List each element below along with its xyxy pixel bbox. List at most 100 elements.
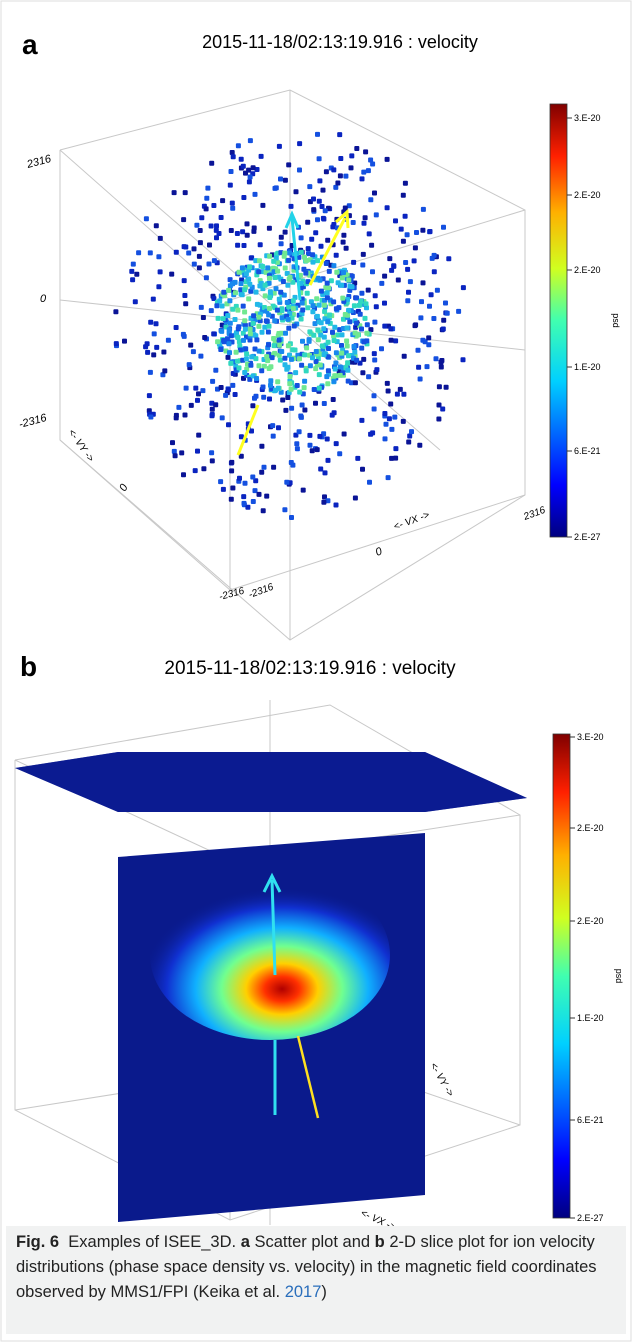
scatter-dot: [246, 296, 252, 302]
scatter-dot: [364, 322, 370, 328]
scatter-dot: [251, 313, 257, 319]
scatter-dot: [240, 163, 246, 169]
scatter-dot: [337, 364, 343, 370]
scatter-dot: [393, 218, 398, 224]
scatter-dot: [280, 279, 286, 284]
scatter-dot: [237, 475, 242, 481]
scatter-dot: [285, 316, 291, 322]
scatter-dot: [460, 357, 466, 363]
colorbar-tick-label: 2.E-20: [577, 823, 604, 833]
scatter-dot: [229, 281, 235, 287]
scatter-dot: [247, 138, 253, 144]
scatter-dot: [280, 397, 286, 403]
scatter-dot: [206, 261, 212, 267]
scatter-dot: [260, 202, 266, 208]
scatter-dot: [343, 245, 349, 251]
scatter-dot: [229, 468, 235, 474]
scatter-dot: [256, 363, 262, 369]
scatter-dot: [228, 333, 234, 339]
scatter-dot: [241, 494, 247, 500]
citation-link[interactable]: 2017: [284, 1283, 322, 1301]
scatter-dot: [257, 242, 263, 248]
scatter-dot: [236, 365, 242, 371]
scatter-dot: [259, 368, 265, 374]
scatter-dot: [415, 347, 421, 353]
scatter-dot: [297, 141, 303, 147]
scatter-dot: [318, 466, 324, 472]
scatter-dot: [342, 205, 348, 211]
scatter-dot: [416, 364, 422, 370]
scatter-dot: [354, 295, 360, 301]
scatter-dot: [171, 190, 177, 196]
scatter-dot: [420, 206, 426, 212]
scatter-dot: [307, 432, 313, 438]
scatter-dot: [325, 498, 331, 504]
scatter-dot: [354, 146, 360, 151]
scatter-dot: [195, 448, 200, 454]
scatter-dot: [318, 243, 324, 249]
scatter-dot: [258, 280, 264, 286]
scatter-dot: [419, 299, 424, 305]
scatter-dot: [360, 466, 365, 472]
scatter-dot: [338, 156, 344, 161]
scatter-dot: [129, 268, 135, 274]
scatter-dot: [260, 384, 266, 390]
scatter-dot: [349, 284, 355, 290]
scatter-dot: [235, 242, 241, 248]
scatter-dot: [243, 356, 249, 362]
scatter-dot: [364, 330, 370, 336]
scatter-dot: [315, 337, 321, 343]
scatter-dot: [298, 316, 304, 322]
scatter-dot: [321, 499, 327, 505]
scatter-dot: [333, 184, 339, 190]
scatter-dot: [321, 216, 327, 222]
scatter-dot: [306, 338, 312, 344]
scatter-dot: [244, 351, 250, 357]
scatter-dot: [324, 374, 330, 380]
scatter-dot: [300, 307, 306, 313]
scatter-dot: [202, 335, 208, 340]
scatter-dot: [276, 143, 282, 149]
scatter-dot: [288, 386, 294, 392]
scatter-dot: [229, 200, 235, 206]
colorbar-tick-label: 3.E-20: [574, 113, 601, 123]
scatter-dot: [242, 318, 248, 324]
scatter-dot: [406, 289, 411, 295]
scatter-dot: [283, 407, 289, 413]
scatter-dot: [228, 228, 234, 233]
scatter-dot: [233, 290, 238, 296]
scatter-dot: [385, 475, 391, 481]
scatter-dot: [346, 307, 352, 313]
scatter-dot: [219, 328, 225, 334]
scatter-dot: [247, 376, 253, 382]
scatter-dot: [257, 258, 262, 264]
scatter-dot: [311, 332, 317, 338]
scatter-dot: [197, 228, 203, 233]
caption: Fig. 6 Examples of ISEE_3D. a Scatter pl…: [6, 1226, 626, 1334]
scatter-dot: [230, 485, 236, 491]
scatter-dot: [242, 326, 248, 332]
panel-title: 2015-11-18/02:13:19.916 : velocity: [164, 658, 456, 679]
scatter-dot: [294, 446, 300, 452]
scatter-dot: [319, 204, 325, 209]
scatter-dot: [365, 287, 371, 293]
scatter-dot: [332, 366, 338, 372]
scatter-dot: [285, 395, 291, 400]
scatter-dot: [217, 298, 223, 304]
scatter-dot: [248, 362, 254, 368]
scatter-dot: [157, 269, 163, 275]
scatter-dot: [308, 299, 314, 305]
scatter-dot: [297, 389, 303, 395]
scatter-dot: [134, 271, 140, 277]
scatter-dot: [349, 359, 355, 365]
scatter-dot: [238, 434, 244, 440]
scatter-dot: [404, 232, 410, 238]
scatter-dot: [385, 388, 391, 394]
scatter-dot: [190, 349, 196, 355]
scatter-dot: [287, 250, 292, 256]
scatter-dot: [319, 343, 325, 349]
scatter-dot: [267, 289, 273, 295]
scatter-dot: [341, 270, 346, 275]
